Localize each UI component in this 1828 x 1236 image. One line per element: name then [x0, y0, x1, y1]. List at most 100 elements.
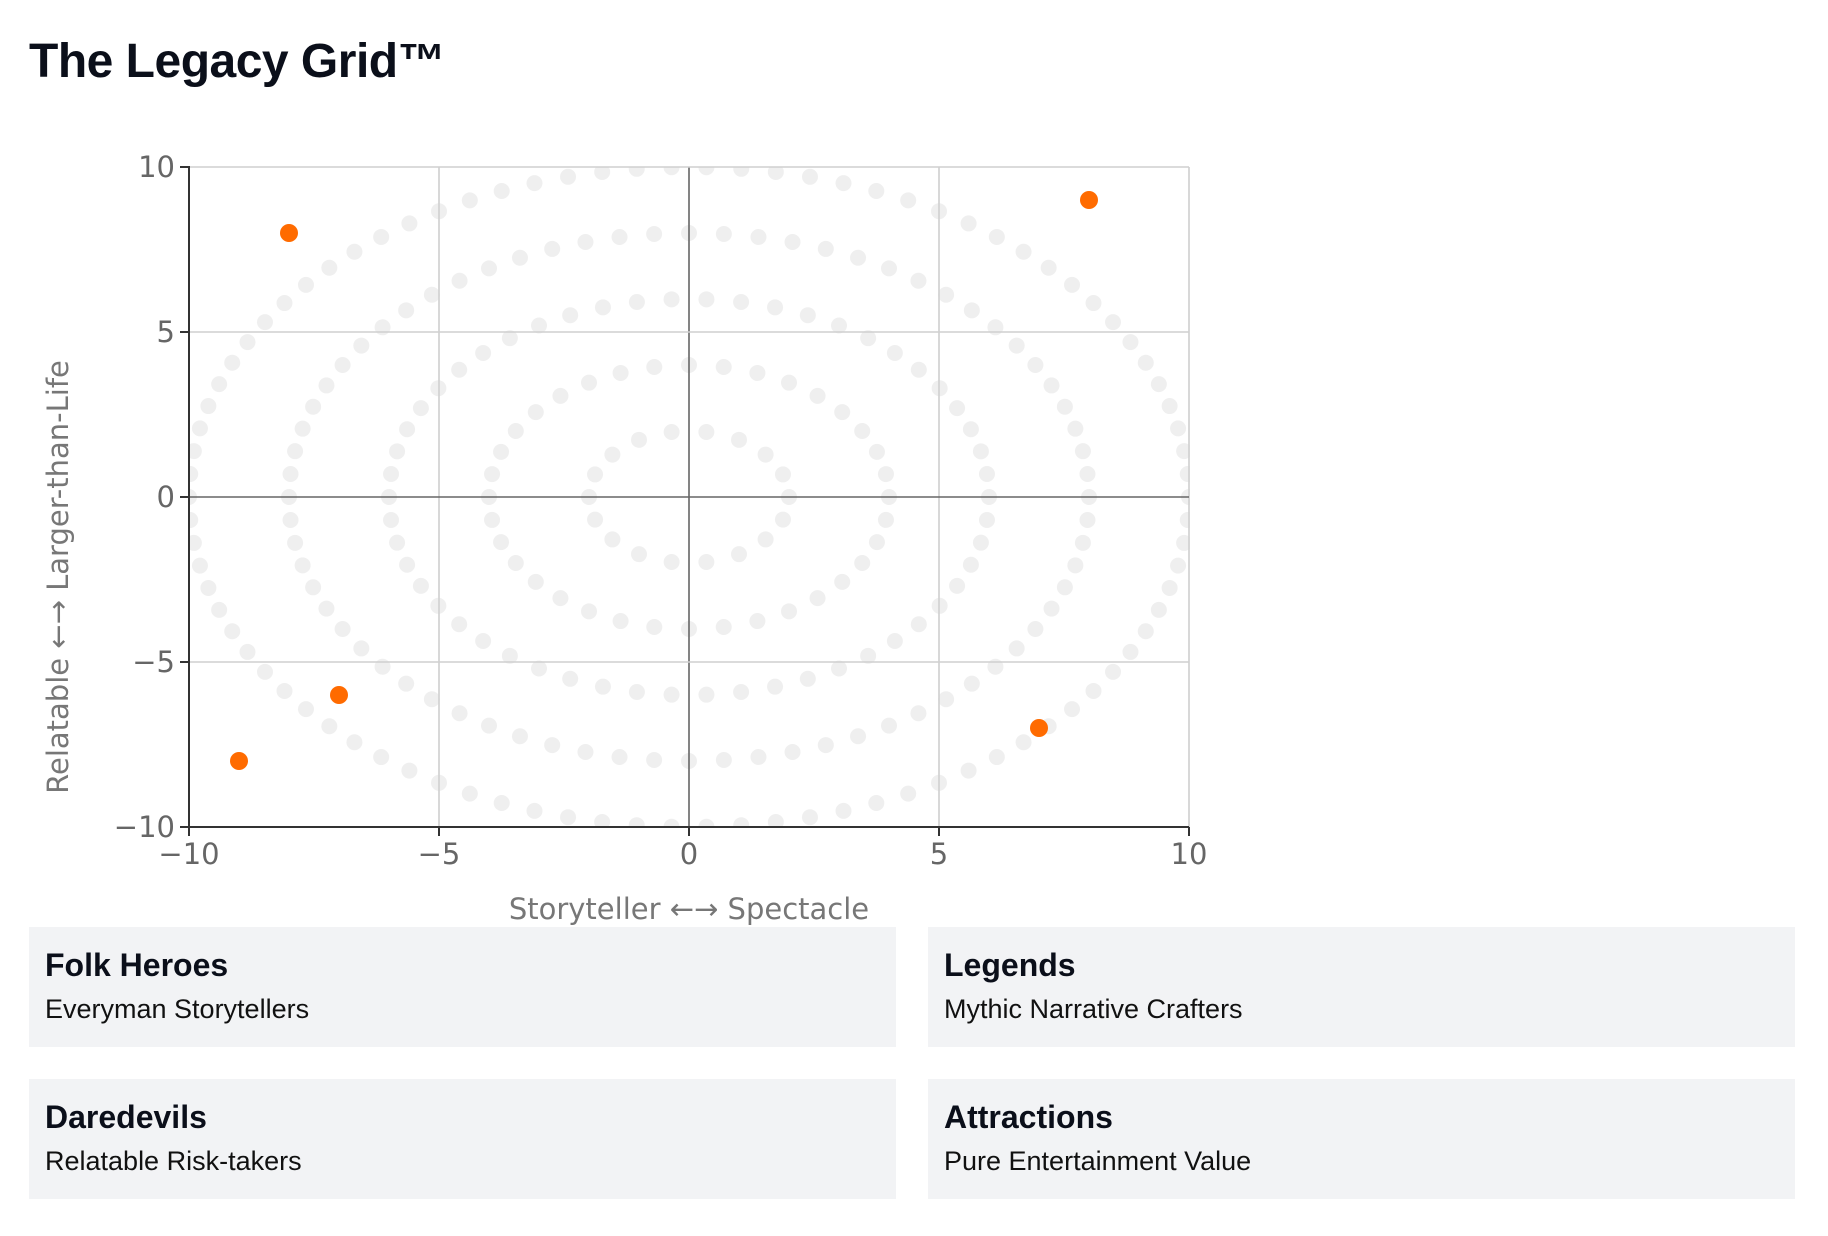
- ring-dot: [552, 590, 569, 607]
- ring-dot: [631, 431, 647, 448]
- ring-dot: [560, 809, 577, 826]
- ring-dot: [493, 183, 510, 200]
- ring-dot: [834, 404, 851, 421]
- ring-dot: [646, 751, 663, 768]
- ring-dot: [256, 663, 273, 680]
- page-title: The Legacy Grid™: [29, 35, 446, 88]
- ring-dot: [1043, 600, 1060, 617]
- ring-dot: [346, 734, 363, 751]
- ring-dot: [698, 291, 715, 308]
- ring-dot: [1170, 557, 1187, 574]
- ring-dot: [412, 577, 429, 594]
- ring-dot: [733, 817, 750, 827]
- ring-dot: [594, 813, 611, 827]
- ring-dot: [451, 361, 468, 378]
- ring-dot: [881, 260, 897, 277]
- ring-dot: [318, 600, 335, 617]
- ring-dot: [784, 233, 801, 250]
- quadrant-title: Folk Heroes: [45, 947, 229, 983]
- ring-dot: [978, 511, 995, 528]
- ring-dot: [334, 357, 351, 373]
- ring-dot: [860, 330, 877, 347]
- ring-dot: [305, 579, 322, 596]
- ring-dot: [715, 359, 732, 376]
- ring-dot: [809, 387, 826, 404]
- quadrant-card-folk-heroes: Folk Heroes Everyman Storytellers: [29, 927, 896, 1047]
- ring-dot: [731, 431, 747, 448]
- ring-dot: [276, 295, 293, 312]
- ring-dot: [484, 466, 501, 483]
- ring-dot: [507, 555, 524, 571]
- ring-dot: [910, 616, 927, 633]
- ring-dot: [1043, 377, 1060, 394]
- ring-dot: [399, 421, 416, 438]
- ring-dot: [646, 618, 663, 635]
- ring-dot: [189, 534, 202, 551]
- ring-dot: [1179, 512, 1190, 529]
- ring-dot: [938, 691, 955, 708]
- ring-dot: [1137, 354, 1154, 371]
- ring-dot: [962, 421, 979, 438]
- ring-dot: [398, 675, 415, 692]
- ring-dot: [287, 534, 304, 551]
- quadrant-title: Daredevils: [45, 1099, 207, 1135]
- ring-dot: [1137, 623, 1154, 640]
- x-axis-label: Storyteller ←→ Spectacle: [509, 892, 869, 926]
- ring-dot: [1027, 357, 1044, 373]
- ring-dot: [663, 818, 680, 827]
- data-point: [280, 224, 298, 242]
- ring-dot: [988, 228, 1005, 245]
- y-tick-label: 5: [157, 315, 175, 349]
- ring-dot: [960, 215, 977, 232]
- ring-dot: [868, 534, 885, 551]
- ring-dot: [628, 167, 645, 177]
- ring-dot: [698, 686, 715, 703]
- ring-dot: [663, 291, 680, 308]
- ring-dot: [374, 319, 391, 336]
- scatter-chart: −10 −5 0 5 10 −10 −5 0 5 10 Storyteller ←→ Specta…: [41, 150, 1207, 926]
- ring-dot: [1079, 512, 1096, 529]
- quadrant-title: Attractions: [944, 1099, 1113, 1135]
- ring-dot: [750, 229, 767, 246]
- ring-dot: [854, 423, 871, 439]
- ring-dot: [1074, 443, 1091, 460]
- ring-dot: [531, 317, 547, 334]
- ring-dot: [256, 314, 273, 331]
- ring-dot: [663, 553, 680, 570]
- quadrant-card-attractions: Attractions Pure Entertainment Value: [928, 1079, 1795, 1199]
- ring-dot: [527, 404, 544, 421]
- ring-dot: [297, 701, 314, 718]
- ring-dot: [868, 443, 885, 460]
- ring-dot: [1064, 276, 1081, 293]
- ring-dot: [1074, 534, 1091, 551]
- ring-dot: [910, 705, 927, 722]
- ring-dot: [594, 167, 611, 181]
- ring-dot: [239, 643, 256, 660]
- ring-dot: [493, 534, 510, 551]
- ring-dot: [628, 294, 645, 311]
- ring-dot: [282, 512, 299, 529]
- ring-dot: [1176, 534, 1190, 551]
- ring-dot: [963, 675, 980, 692]
- ring-dot: [461, 785, 478, 802]
- ring-dot: [526, 802, 543, 819]
- ring-dot: [715, 618, 732, 635]
- ring-dot: [799, 670, 816, 687]
- ring-dot: [834, 573, 851, 590]
- ring-dot: [757, 531, 774, 548]
- ring-dot: [767, 813, 784, 827]
- ring-dot: [493, 443, 510, 460]
- ring-dot: [191, 557, 208, 574]
- ring-dot: [1150, 376, 1167, 393]
- ring-dot: [484, 511, 501, 528]
- ring-dot: [587, 511, 604, 528]
- ring-dot: [577, 233, 594, 250]
- ring-dot: [481, 260, 497, 277]
- ring-dot: [401, 215, 418, 232]
- ring-dot: [373, 228, 390, 245]
- ring-dot: [698, 818, 715, 827]
- ring-dot: [224, 354, 241, 371]
- ring-dot: [200, 579, 217, 596]
- ring-dot: [886, 344, 903, 361]
- ring-dot: [346, 243, 363, 260]
